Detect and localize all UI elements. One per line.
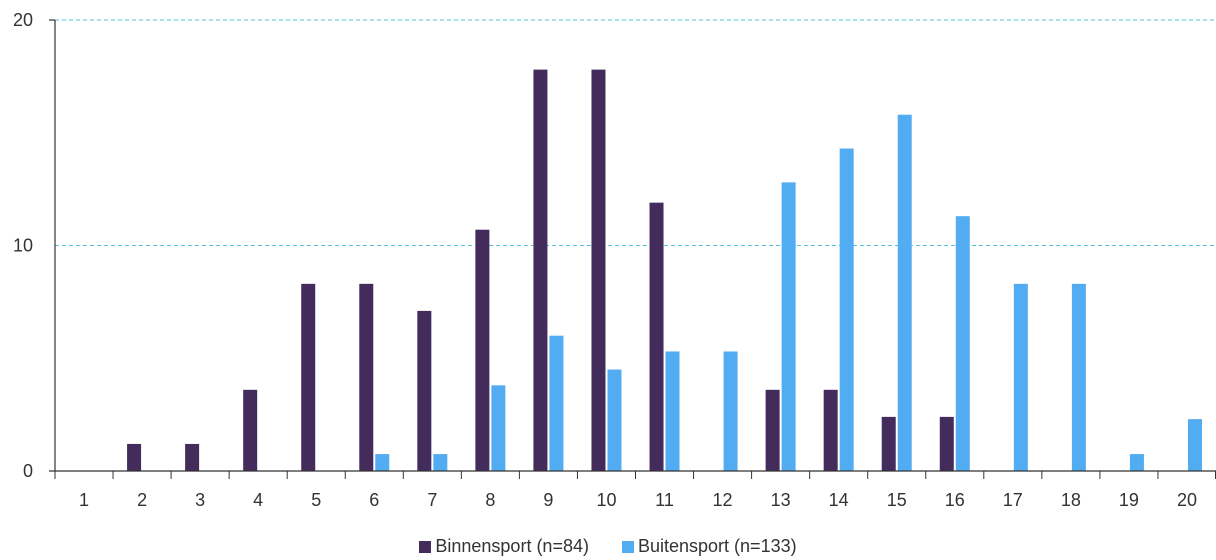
x-tick-labels: 1 2 3 4 5 6 7 8 9 10 11 12 13 14 15 16 17 18 19 20: [79, 490, 1197, 510]
bar-binnensport: [939, 416, 954, 471]
x-tick-label: 11: [655, 490, 674, 510]
x-tick-label: 3: [195, 490, 205, 510]
bar-binnensport: [591, 69, 606, 472]
y-tick-label: 10: [13, 236, 33, 256]
legend-item-buitensport: Buitensport (n=133): [622, 536, 797, 557]
y-tick-label: 0: [23, 461, 33, 481]
bar-buitensport: [781, 182, 796, 472]
x-tick-label: 7: [427, 490, 437, 510]
y-tick-label: 20: [13, 10, 33, 30]
x-tick-label: 1: [79, 490, 89, 510]
legend: Binnensport (n=84) Buitensport (n=133): [0, 536, 1216, 558]
bar-buitensport: [375, 454, 390, 471]
x-tick-label: 8: [485, 490, 495, 510]
bar-buitensport: [433, 454, 448, 471]
bar-buitensport: [1071, 283, 1086, 471]
x-tick-label: 16: [945, 490, 965, 510]
x-tick-label: 13: [771, 490, 791, 510]
bar-buitensport: [897, 114, 912, 472]
x-tick-label: 6: [369, 490, 379, 510]
axes: [49, 19, 1216, 479]
legend-swatch-buitensport: [622, 540, 634, 553]
bar-buitensport: [1013, 283, 1028, 471]
legend-swatch-binnensport: [419, 540, 432, 553]
x-tick-label: 14: [829, 490, 849, 510]
x-tick-label: 2: [137, 490, 147, 510]
bar-buitensport: [665, 351, 680, 471]
bar-binnensport: [881, 416, 896, 471]
x-tick-label: 4: [253, 490, 263, 510]
bar-binnensport: [649, 202, 664, 471]
bar-buitensport: [1129, 454, 1144, 471]
bars: [127, 69, 1202, 472]
x-tick-label: 5: [311, 490, 321, 510]
bar-buitensport: [607, 369, 622, 471]
x-tick-label: 15: [887, 490, 907, 510]
bar-binnensport: [417, 310, 432, 471]
bar-binnensport: [533, 69, 548, 472]
bar-buitensport: [1187, 419, 1202, 471]
bar-buitensport: [839, 148, 854, 471]
bar-binnensport: [359, 283, 374, 471]
x-tick-label: 18: [1061, 490, 1081, 510]
legend-label-binnensport: Binnensport (n=84): [435, 536, 589, 556]
x-tick-label: 19: [1119, 490, 1139, 510]
bar-binnensport: [243, 389, 258, 471]
x-tick-label: 17: [1003, 490, 1023, 510]
bar-binnensport: [301, 283, 316, 471]
grid-lines: [55, 19, 1216, 246]
bar-binnensport: [823, 389, 838, 471]
legend-label-buitensport: Buitensport (n=133): [638, 536, 797, 556]
bar-buitensport: [955, 216, 970, 471]
legend-item-binnensport: Binnensport (n=84): [419, 536, 589, 557]
x-tick-label: 10: [596, 490, 616, 510]
y-tick-labels: 0 10 20: [13, 10, 33, 481]
x-tick-label: 20: [1177, 490, 1197, 510]
x-tick-label: 9: [543, 490, 553, 510]
bar-binnensport: [127, 443, 142, 471]
x-tick-label: 12: [713, 490, 733, 510]
bar-binnensport: [475, 229, 490, 471]
bar-buitensport: [723, 351, 738, 471]
bar-binnensport: [765, 389, 780, 471]
bar-buitensport: [549, 335, 564, 471]
bar-buitensport: [491, 385, 506, 471]
bar-binnensport: [185, 443, 200, 471]
